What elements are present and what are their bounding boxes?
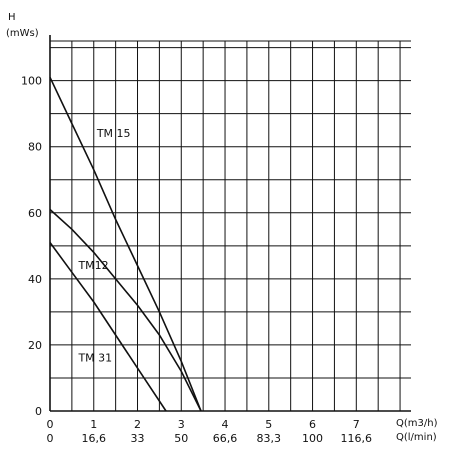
x-tick-label-secondary: 50 xyxy=(174,432,188,445)
curve-tm-15 xyxy=(49,76,202,412)
x-tick-label: 5 xyxy=(265,418,272,431)
y-tick-label: 20 xyxy=(28,339,42,352)
curve-tm12 xyxy=(49,208,202,412)
x-tick-label: 4 xyxy=(222,418,229,431)
x-tick-label: 3 xyxy=(178,418,185,431)
y-tick-label: 100 xyxy=(21,75,42,88)
tick-labels: 0 20 40 60 80 100 0 1 2 3 4 5 6 7 0 16,6 33 50 66,6 83,3 100… xyxy=(21,75,372,445)
y-tick-label: 60 xyxy=(28,207,42,220)
x-tick-label: 6 xyxy=(309,418,316,431)
curve-labels: TM 15 TM12 TM 31 xyxy=(77,127,130,365)
curve-label-tm-15: TM 15 xyxy=(96,127,131,140)
curve-tm-31 xyxy=(49,242,167,412)
x-tick-label-secondary: 66,6 xyxy=(213,432,238,445)
x-tick-label: 0 xyxy=(47,418,54,431)
axes xyxy=(49,35,411,412)
x-tick-label-secondary: 100 xyxy=(302,432,323,445)
x-tick-label-secondary: 0 xyxy=(47,432,54,445)
x-tick-label-secondary: 16,6 xyxy=(82,432,107,445)
x-axis-label-primary: Q(m3/h) xyxy=(396,418,438,429)
grid xyxy=(50,40,411,411)
x-tick-label: 7 xyxy=(353,418,360,431)
x-axis-label-secondary: Q(l/min) xyxy=(396,432,437,443)
x-tick-label-secondary: 116,6 xyxy=(341,432,373,445)
curve-label-tm-31: TM 31 xyxy=(77,351,112,364)
y-axis-label: H xyxy=(8,12,16,23)
y-tick-label: 0 xyxy=(35,405,42,418)
x-tick-label: 1 xyxy=(90,418,97,431)
x-tick-label-secondary: 83,3 xyxy=(257,432,282,445)
y-tick-label: 40 xyxy=(28,273,42,286)
x-tick-label: 2 xyxy=(134,418,141,431)
curve-label-tm12: TM12 xyxy=(77,259,108,272)
y-axis-unit: (mWs) xyxy=(6,28,39,39)
y-tick-label: 80 xyxy=(28,141,42,154)
x-tick-label-secondary: 33 xyxy=(131,432,145,445)
curves xyxy=(49,76,202,412)
